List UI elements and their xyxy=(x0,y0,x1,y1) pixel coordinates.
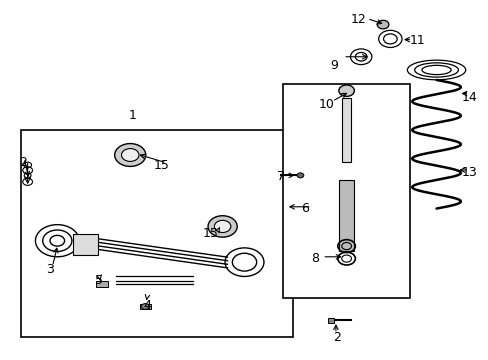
Text: 14: 14 xyxy=(461,91,477,104)
Text: 3: 3 xyxy=(46,263,54,276)
Circle shape xyxy=(296,173,303,178)
Circle shape xyxy=(141,303,149,309)
Text: 2: 2 xyxy=(332,331,340,344)
Circle shape xyxy=(121,149,139,161)
Circle shape xyxy=(338,85,354,96)
Circle shape xyxy=(214,220,230,233)
Circle shape xyxy=(115,144,145,166)
Bar xyxy=(96,281,108,287)
Text: 8: 8 xyxy=(310,252,318,265)
Text: 9: 9 xyxy=(330,59,338,72)
Circle shape xyxy=(376,20,388,29)
Bar xyxy=(327,318,333,323)
Text: 12: 12 xyxy=(350,13,366,26)
Text: 11: 11 xyxy=(409,34,425,47)
Bar xyxy=(338,180,354,251)
Bar xyxy=(21,130,292,337)
Text: 6: 6 xyxy=(301,202,308,215)
Text: 7: 7 xyxy=(276,170,285,183)
Text: 15: 15 xyxy=(154,159,169,172)
Text: 15: 15 xyxy=(202,227,218,240)
Bar xyxy=(73,234,98,255)
Bar xyxy=(283,84,409,298)
Text: 10: 10 xyxy=(318,99,333,112)
Text: 1: 1 xyxy=(128,109,136,122)
Bar xyxy=(140,304,150,309)
Text: 13: 13 xyxy=(461,166,477,179)
Bar xyxy=(341,98,351,162)
Text: 4: 4 xyxy=(143,298,151,311)
Text: 2: 2 xyxy=(20,156,27,168)
Circle shape xyxy=(207,216,237,237)
Text: 5: 5 xyxy=(95,274,102,287)
